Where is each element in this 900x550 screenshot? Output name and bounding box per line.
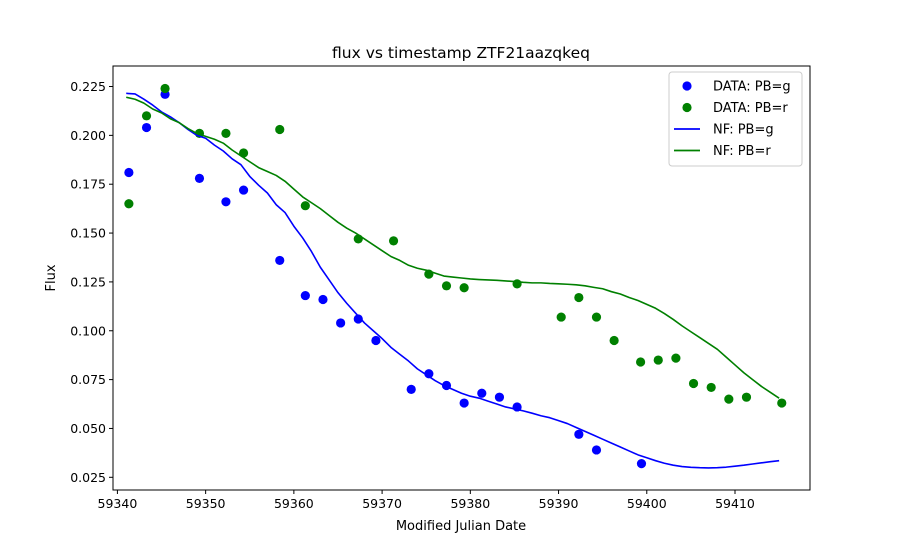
data-point xyxy=(477,388,487,398)
data-point xyxy=(275,124,285,135)
x-axis-label: Modified Julian Date xyxy=(396,519,526,534)
data-point xyxy=(688,378,699,389)
legend: DATA: PB=g DATA: PB=r NF: PB=g NF: PB=r xyxy=(668,71,803,167)
legend-label: DATA: PB=r xyxy=(713,101,788,116)
data-point xyxy=(441,281,452,291)
data-point xyxy=(371,335,381,346)
legend-label: NF: PB=g xyxy=(713,123,774,138)
line-series-3 xyxy=(126,96,780,399)
y-axis: 0.025 0.050 0.075 0.100 0.125 0.150 0.175 0.200… xyxy=(70,79,113,485)
line-series-2 xyxy=(126,92,780,469)
data-point xyxy=(275,255,285,266)
data-point xyxy=(591,445,602,455)
data-point xyxy=(459,283,469,293)
data-point xyxy=(300,290,310,301)
data-point xyxy=(459,398,469,408)
data-point xyxy=(512,279,522,289)
x-tick-label: 59380 xyxy=(450,496,490,511)
x-axis: 59340 59350 59360 59370 59380 59390 59400 59410 xyxy=(98,490,755,511)
data-point xyxy=(124,167,134,178)
x-tick-label: 59390 xyxy=(539,496,579,511)
legend-box xyxy=(668,71,803,167)
data-point xyxy=(494,392,505,402)
scatter-series-1 xyxy=(124,83,787,408)
data-point xyxy=(609,335,619,346)
y-tick-label: 0.150 xyxy=(70,226,106,241)
data-point xyxy=(556,312,566,322)
data-point xyxy=(636,459,647,469)
legend-marker xyxy=(682,81,692,91)
data-point xyxy=(424,369,434,379)
data-point xyxy=(141,122,152,133)
x-tick-label: 59400 xyxy=(627,496,667,511)
x-tick-label: 59370 xyxy=(362,496,402,511)
data-point xyxy=(591,312,602,322)
scatter-series-0 xyxy=(124,89,647,469)
data-point xyxy=(706,382,716,393)
data-point xyxy=(741,392,752,402)
x-tick-label: 59410 xyxy=(715,496,755,511)
data-point xyxy=(777,398,787,408)
y-axis-label: Flux xyxy=(44,264,59,291)
y-tick-label: 0.025 xyxy=(70,470,106,485)
data-point xyxy=(318,294,328,305)
data-point xyxy=(353,314,363,324)
data-point xyxy=(124,199,134,209)
chart-title: flux vs timestamp ZTF21aazqkeq xyxy=(332,44,590,62)
y-tick-label: 0.100 xyxy=(70,323,106,338)
data-point xyxy=(160,83,170,94)
data-point xyxy=(574,292,584,303)
data-point xyxy=(221,197,231,207)
data-point xyxy=(406,384,416,394)
data-point xyxy=(221,128,231,139)
legend-marker xyxy=(682,102,692,113)
legend-label: NF: PB=r xyxy=(713,144,771,159)
x-tick-label: 59350 xyxy=(186,496,226,511)
legend-label: DATA: PB=g xyxy=(713,80,791,95)
y-tick-label: 0.050 xyxy=(70,421,106,436)
x-tick-label: 59360 xyxy=(274,496,314,511)
y-tick-label: 0.225 xyxy=(70,79,106,94)
plot-frame xyxy=(112,65,811,491)
data-point xyxy=(388,236,399,246)
data-point xyxy=(653,355,663,365)
x-tick-label: 59340 xyxy=(98,496,138,511)
data-point xyxy=(336,318,346,328)
data-point xyxy=(300,201,310,211)
y-tick-label: 0.200 xyxy=(70,128,106,143)
data-point xyxy=(141,111,152,121)
data-point xyxy=(636,357,646,367)
y-tick-label: 0.125 xyxy=(70,274,106,289)
y-tick-label: 0.075 xyxy=(70,372,106,387)
data-point xyxy=(238,185,249,195)
data-point xyxy=(671,353,681,363)
data-point xyxy=(724,394,734,404)
plot-area xyxy=(112,65,811,491)
data-point xyxy=(194,173,205,183)
series-layer xyxy=(124,83,787,469)
y-tick-label: 0.175 xyxy=(70,177,106,192)
data-point xyxy=(574,429,584,439)
